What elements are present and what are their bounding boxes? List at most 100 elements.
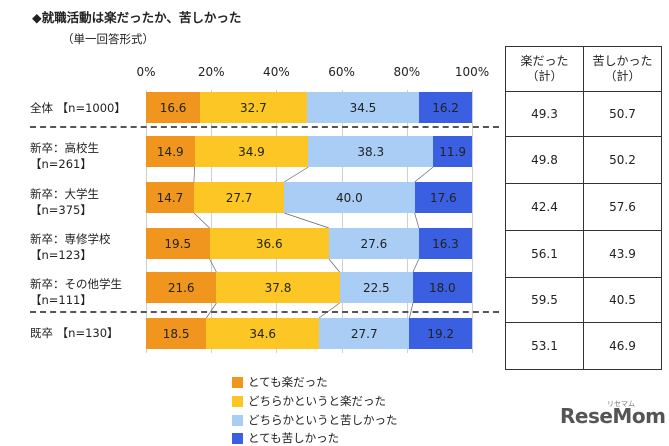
table-row: 53.1 46.9 <box>505 322 662 370</box>
table-header-easy-line1: 楽だった <box>520 54 569 68</box>
bar-segment: 34.9 <box>194 136 309 167</box>
table-cell: 40.5 <box>583 277 662 323</box>
legend-item-very-easy: とても楽だった <box>232 374 328 390</box>
table-cell: 49.3 <box>505 91 584 137</box>
x-tick-label: 20% <box>197 65 225 79</box>
bar-segment: 40.0 <box>284 182 415 213</box>
bar-segment: 14.7 <box>146 182 194 213</box>
bar-segment: 27.6 <box>328 228 419 259</box>
bar-segment: 14.9 <box>146 136 195 167</box>
category-label-line: 全体 【n=1000】 <box>30 101 126 115</box>
table-row: 56.1 43.9 <box>505 230 662 278</box>
gridline <box>146 90 147 353</box>
legend-label: とても苦しかった <box>248 431 340 445</box>
legend-item-somewhat-easy: どちらかというと楽だった <box>232 393 386 409</box>
table-row: 49.8 50.2 <box>505 136 662 184</box>
bar-row: 16.6 32.7 34.5 16.2 <box>146 92 472 123</box>
x-tick-label: 40% <box>263 65 290 79</box>
bar-row: 21.6 37.8 22.5 18.0 <box>146 272 472 303</box>
category-label-line: 新卒：高校生 <box>30 141 99 155</box>
x-tick-label: 0% <box>136 65 156 79</box>
gridline <box>406 90 408 353</box>
table-header-hard: 苦しかった （計） <box>583 46 662 92</box>
bar-row: 14.9 34.9 38.3 11.9 <box>146 136 472 167</box>
category-label-line: 新卒：大学生 <box>30 187 99 201</box>
category-label-line: 【n=261】 <box>30 157 92 171</box>
table-cell: 50.2 <box>583 136 662 184</box>
bar-row: 14.7 27.7 40.0 17.6 <box>146 182 472 213</box>
bar-row: 19.5 36.6 27.6 16.3 <box>146 228 472 259</box>
legend-label: どちらかというと苦しかった <box>248 413 398 427</box>
gridline <box>472 90 473 353</box>
bar-segment: 21.6 <box>146 272 217 303</box>
category-label-line: 新卒：専修学校 <box>30 232 111 246</box>
bar-segment: 18.5 <box>146 318 207 349</box>
table-header-easy-line2: （計） <box>526 69 563 83</box>
table-cell: 46.9 <box>583 322 662 370</box>
resemom-logo: ReseMom <box>560 404 666 428</box>
table-cell: 57.6 <box>583 183 662 231</box>
legend-swatch <box>232 395 243 407</box>
table-cell: 50.7 <box>583 91 662 137</box>
bar-row: 18.5 34.6 27.7 19.2 <box>146 318 472 349</box>
category-label-line: 【n=111】 <box>30 293 92 307</box>
x-tick-label: 100% <box>454 65 490 79</box>
table-cell: 42.4 <box>505 183 584 231</box>
category-label: 新卒：その他学生 【n=111】 <box>30 276 142 308</box>
bar-segment: 16.6 <box>146 92 201 123</box>
legend-swatch <box>232 414 243 426</box>
group-separator <box>30 126 499 128</box>
connector-line <box>284 212 329 229</box>
table-body: 49.3 50.7 49.8 50.2 42.4 57.6 56.1 43.9 59.5 40.5… <box>505 91 662 370</box>
bar-segment: 19.2 <box>409 318 472 349</box>
connector-line <box>206 302 217 319</box>
table-row: 49.3 50.7 <box>505 91 662 137</box>
table-cell: 56.1 <box>505 230 584 278</box>
legend-swatch <box>232 432 243 444</box>
gridline <box>211 90 213 353</box>
legend-item-somewhat-hard: どちらかというと苦しかった <box>232 412 398 428</box>
table-header-easy: 楽だった （計） <box>505 46 584 92</box>
connector-line <box>318 302 340 319</box>
category-label-line: 既卒 【n=130】 <box>30 326 119 340</box>
gridline <box>276 90 278 353</box>
bar-segment: 36.6 <box>209 228 329 259</box>
x-tick-label: 80% <box>393 65 421 79</box>
bar-segment: 22.5 <box>339 272 413 303</box>
connector-line <box>409 302 414 319</box>
category-label: 全体 【n=1000】 <box>30 100 142 116</box>
bar-segment: 19.5 <box>146 228 210 259</box>
legend-swatch <box>232 376 243 388</box>
bar-segment: 27.7 <box>193 182 285 213</box>
connector-line <box>193 212 210 229</box>
connector-line <box>209 258 217 273</box>
category-label: 新卒：専修学校 【n=123】 <box>30 231 142 263</box>
table-row: 59.5 40.5 <box>505 277 662 323</box>
bar-segment: 27.7 <box>319 318 410 349</box>
category-label: 新卒：大学生 【n=375】 <box>30 186 142 218</box>
bar-segment: 38.3 <box>308 136 434 167</box>
group-separator <box>30 311 499 313</box>
bar-segment: 17.6 <box>414 182 472 213</box>
legend-label: どちらかというと楽だった <box>248 394 386 408</box>
connector-line <box>412 258 420 273</box>
totals-table: 楽だった （計） 苦しかった （計） 49.3 50.7 49.8 50.2 42.4 5… <box>505 46 662 370</box>
connector-line <box>193 166 195 183</box>
category-label: 新卒：高校生 【n=261】 <box>30 140 142 172</box>
connector-line <box>414 212 420 229</box>
table-header-hard-line1: 苦しかった <box>592 54 653 68</box>
table-cell: 49.8 <box>505 136 584 184</box>
legend-label: とても楽だった <box>248 375 328 389</box>
table-row: 42.4 57.6 <box>505 183 662 231</box>
bar-segment: 32.7 <box>200 92 307 123</box>
category-label-line: 【n=123】 <box>30 248 92 262</box>
bar-segment: 34.5 <box>306 92 420 123</box>
bar-segment: 18.0 <box>412 272 472 303</box>
connector-line <box>284 166 309 183</box>
table-cell: 53.1 <box>505 322 584 370</box>
table-header-hard-line2: （計） <box>604 69 641 83</box>
x-tick-label: 60% <box>328 65 355 79</box>
legend-item-very-hard: とても苦しかった <box>232 430 339 446</box>
bar-segment: 16.3 <box>418 228 472 259</box>
